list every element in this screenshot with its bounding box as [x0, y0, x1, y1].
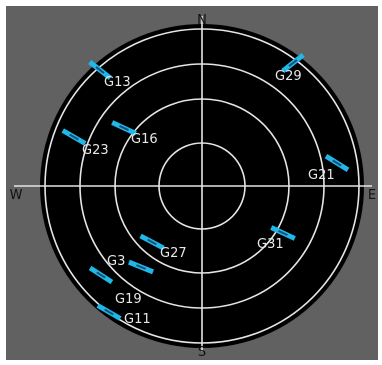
satellite-marker-icon — [324, 153, 350, 173]
satellite-marker-icon — [88, 60, 112, 80]
compass-south-label: S — [198, 345, 206, 360]
satellite-g29[interactable] — [281, 53, 305, 73]
satellite-g3[interactable] — [128, 259, 154, 275]
satellite-marker-icon — [270, 225, 296, 241]
satellite-marker-icon — [88, 265, 114, 285]
satellite-g31[interactable] — [270, 225, 296, 241]
satellite-label: G13 — [104, 75, 131, 90]
compass-west-label: W — [10, 188, 23, 203]
satellite-g21[interactable] — [324, 153, 350, 173]
satellite-marker-icon — [61, 128, 87, 146]
satellite-marker-icon — [111, 120, 137, 136]
satellite-label: G31 — [257, 237, 284, 252]
satellite-g16[interactable] — [111, 120, 137, 136]
satellite-marker-icon — [96, 303, 122, 321]
satellite-g27[interactable] — [139, 233, 165, 251]
satellite-label: G11 — [124, 312, 151, 327]
satellite-label: G3 — [107, 254, 125, 269]
satellite-marker-icon — [128, 259, 154, 275]
satellite-marker-icon — [139, 233, 165, 251]
compass-north-label: N — [197, 13, 207, 28]
satellite-label: G21 — [308, 168, 335, 183]
compass-labels: N S E W — [10, 13, 377, 360]
satellite-label: G23 — [82, 143, 109, 158]
satellite-label: G19 — [115, 292, 142, 307]
satellite-marker-icon — [281, 53, 305, 73]
compass-axes — [14, 16, 372, 352]
satellite-label: G16 — [131, 132, 158, 147]
compass-east-label: E — [368, 188, 376, 203]
satellite-g19[interactable] — [88, 265, 114, 285]
satellite-label: G27 — [160, 246, 187, 261]
satellite-label: G29 — [275, 69, 302, 84]
satellite-g13[interactable] — [88, 60, 112, 80]
satellite-g11[interactable] — [96, 303, 122, 321]
satellite-g23[interactable] — [61, 128, 87, 146]
